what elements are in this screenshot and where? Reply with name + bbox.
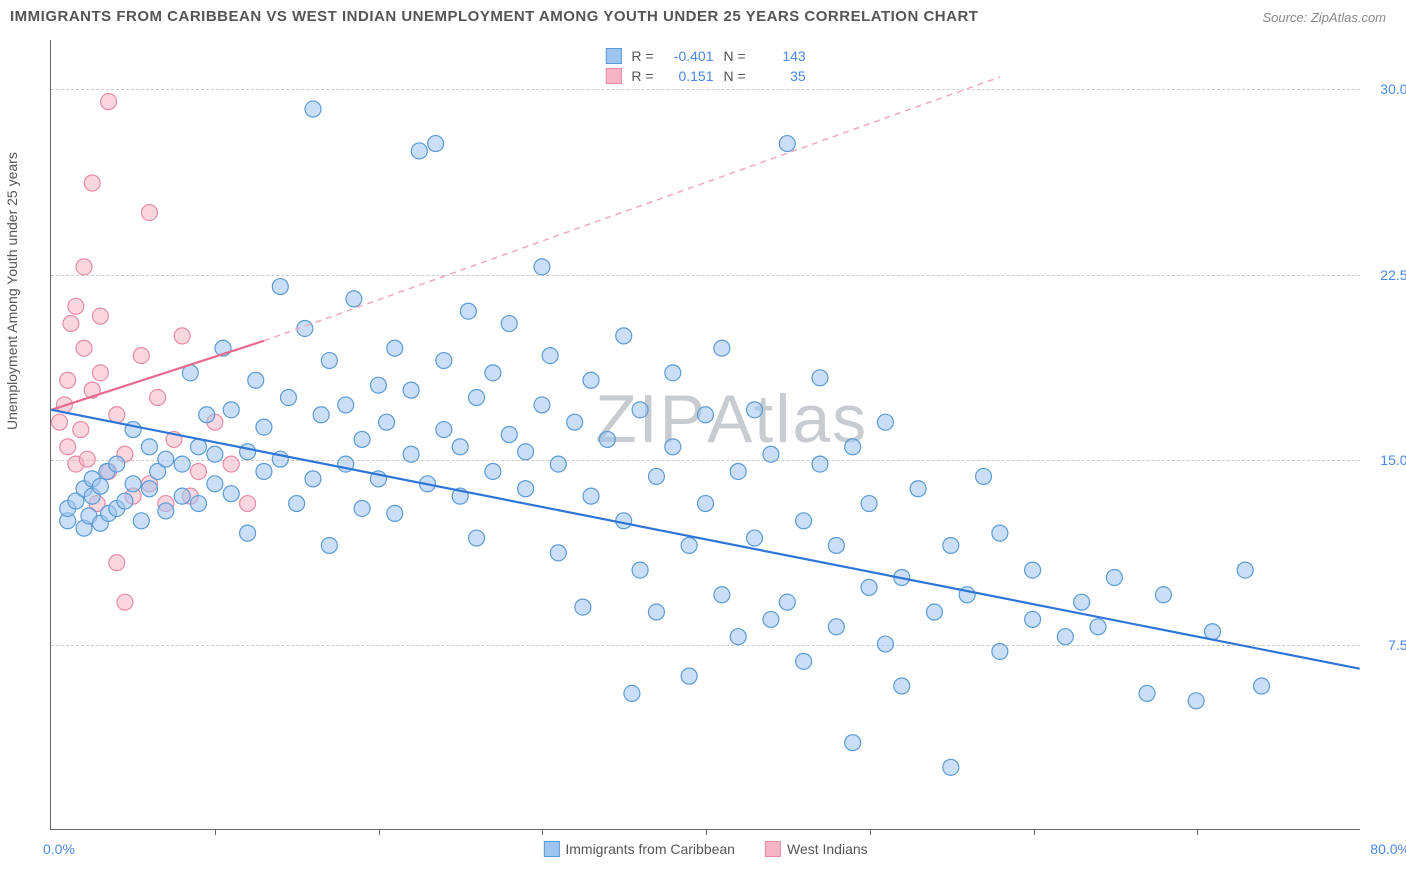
swatch-caribbean xyxy=(543,841,559,857)
source-attribution: Source: ZipAtlas.com xyxy=(1262,10,1386,25)
correlation-legend: R = -0.401 N = 143 R = 0.151 N = 35 xyxy=(599,44,811,88)
legend-item-caribbean: Immigrants from Caribbean xyxy=(543,841,735,857)
scatter-svg xyxy=(51,40,1360,829)
x-tick-mark xyxy=(1197,829,1198,835)
swatch-westindian xyxy=(765,841,781,857)
x-tick-mark xyxy=(706,829,707,835)
y-tick-label: 7.5% xyxy=(1365,637,1406,653)
y-tick-label: 30.0% xyxy=(1365,81,1406,97)
x-tick-mark xyxy=(870,829,871,835)
swatch-westindian xyxy=(605,68,621,84)
y-tick-label: 15.0% xyxy=(1365,452,1406,468)
legend-item-westindian: West Indians xyxy=(765,841,868,857)
r-label: R = xyxy=(631,68,653,84)
swatch-caribbean xyxy=(605,48,621,64)
legend-row-westindian: R = 0.151 N = 35 xyxy=(599,66,811,86)
y-axis-label: Unemployment Among Youth under 25 years xyxy=(4,152,20,430)
x-axis-max-label: 80.0% xyxy=(1370,841,1406,857)
chart-plot-area: ZIPAtlas R = -0.401 N = 143 R = 0.151 N … xyxy=(50,40,1360,830)
legend-row-caribbean: R = -0.401 N = 143 xyxy=(599,46,811,66)
x-tick-mark xyxy=(542,829,543,835)
legend-label-westindian: West Indians xyxy=(787,841,868,857)
r-value-caribbean: -0.401 xyxy=(664,48,714,64)
n-label: N = xyxy=(724,48,746,64)
r-label: R = xyxy=(631,48,653,64)
legend-label-caribbean: Immigrants from Caribbean xyxy=(565,841,735,857)
x-axis-min-label: 0.0% xyxy=(43,841,75,857)
chart-title: IMMIGRANTS FROM CARIBBEAN VS WEST INDIAN… xyxy=(10,8,978,25)
n-value-caribbean: 143 xyxy=(756,48,806,64)
series-legend: Immigrants from Caribbean West Indians xyxy=(543,841,867,857)
n-label: N = xyxy=(724,68,746,84)
x-tick-mark xyxy=(215,829,216,835)
x-tick-mark xyxy=(1034,829,1035,835)
x-tick-mark xyxy=(379,829,380,835)
r-value-westindian: 0.151 xyxy=(664,68,714,84)
n-value-westindian: 35 xyxy=(756,68,806,84)
y-tick-label: 22.5% xyxy=(1365,267,1406,283)
